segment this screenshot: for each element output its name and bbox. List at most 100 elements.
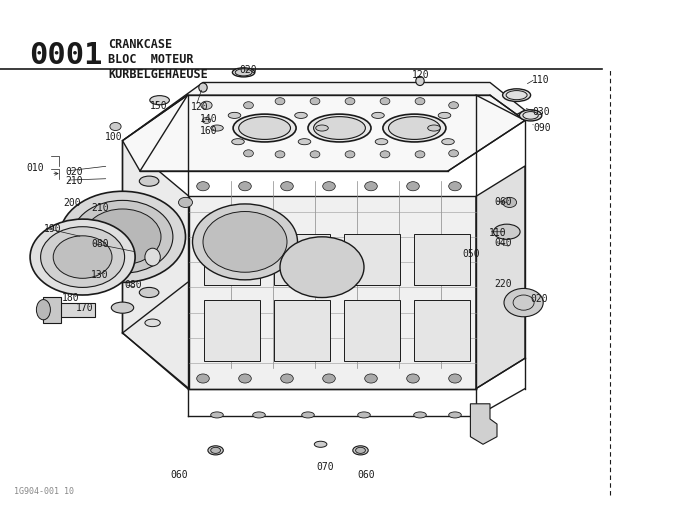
Circle shape xyxy=(449,103,458,110)
Ellipse shape xyxy=(308,115,371,143)
Text: 080: 080 xyxy=(91,238,108,248)
Circle shape xyxy=(345,98,355,106)
Text: 050: 050 xyxy=(462,248,480,259)
Text: 110: 110 xyxy=(532,75,550,85)
Circle shape xyxy=(193,205,298,280)
Polygon shape xyxy=(470,404,497,444)
Bar xyxy=(43,297,61,323)
Circle shape xyxy=(197,374,209,383)
Ellipse shape xyxy=(372,113,384,119)
Text: 020: 020 xyxy=(531,293,548,303)
Circle shape xyxy=(281,182,293,191)
Ellipse shape xyxy=(519,111,542,122)
Circle shape xyxy=(280,237,364,298)
Text: BLOC  MOTEUR: BLOC MOTEUR xyxy=(108,53,194,66)
Bar xyxy=(344,235,400,285)
Circle shape xyxy=(244,150,253,158)
Ellipse shape xyxy=(316,126,328,132)
Bar xyxy=(414,300,470,361)
Ellipse shape xyxy=(150,96,169,106)
Circle shape xyxy=(365,374,377,383)
Ellipse shape xyxy=(211,447,220,453)
Ellipse shape xyxy=(232,69,255,78)
Circle shape xyxy=(275,98,285,106)
Circle shape xyxy=(504,289,543,317)
Ellipse shape xyxy=(302,412,314,418)
Polygon shape xyxy=(476,167,525,389)
Ellipse shape xyxy=(295,113,307,119)
Text: 220: 220 xyxy=(494,279,512,289)
Ellipse shape xyxy=(353,446,368,455)
Text: 210: 210 xyxy=(91,203,108,213)
Ellipse shape xyxy=(358,412,370,418)
Circle shape xyxy=(239,182,251,191)
Text: 020: 020 xyxy=(239,65,257,75)
Circle shape xyxy=(323,182,335,191)
Text: 090: 090 xyxy=(533,122,551,132)
Circle shape xyxy=(41,227,125,288)
Text: KURBELGEHAEUSE: KURBELGEHAEUSE xyxy=(108,68,209,81)
Ellipse shape xyxy=(239,117,290,140)
Circle shape xyxy=(239,374,251,383)
Circle shape xyxy=(84,210,161,265)
Circle shape xyxy=(244,103,253,110)
Ellipse shape xyxy=(199,84,207,93)
Circle shape xyxy=(275,152,285,159)
Ellipse shape xyxy=(145,320,160,327)
Circle shape xyxy=(449,182,461,191)
Text: 210: 210 xyxy=(66,176,83,186)
Text: 100: 100 xyxy=(105,131,122,141)
Circle shape xyxy=(53,236,112,279)
Text: 140: 140 xyxy=(200,114,218,124)
Ellipse shape xyxy=(503,90,531,102)
Ellipse shape xyxy=(208,446,223,455)
Circle shape xyxy=(407,182,419,191)
Text: CRANKCASE: CRANKCASE xyxy=(108,38,173,51)
Ellipse shape xyxy=(36,300,50,320)
Text: 160: 160 xyxy=(200,125,218,135)
Ellipse shape xyxy=(494,225,520,240)
Circle shape xyxy=(380,98,390,106)
Circle shape xyxy=(178,198,192,208)
Text: 110: 110 xyxy=(489,227,506,237)
Ellipse shape xyxy=(145,249,160,267)
Text: 0001: 0001 xyxy=(29,41,103,70)
Bar xyxy=(204,300,260,361)
Ellipse shape xyxy=(314,117,365,140)
Circle shape xyxy=(323,374,335,383)
Ellipse shape xyxy=(383,115,446,143)
Text: 060: 060 xyxy=(494,197,512,207)
Polygon shape xyxy=(189,197,476,389)
Bar xyxy=(344,300,400,361)
Ellipse shape xyxy=(416,77,424,86)
Text: 120: 120 xyxy=(190,102,208,112)
Circle shape xyxy=(380,152,390,159)
Circle shape xyxy=(30,220,135,295)
Ellipse shape xyxy=(211,126,223,132)
Ellipse shape xyxy=(298,139,311,145)
Ellipse shape xyxy=(414,412,426,418)
Text: 130: 130 xyxy=(91,270,108,280)
Bar xyxy=(274,235,330,285)
Ellipse shape xyxy=(449,412,461,418)
Text: 030: 030 xyxy=(532,107,550,117)
Ellipse shape xyxy=(139,288,159,298)
Bar xyxy=(414,235,470,285)
Circle shape xyxy=(407,374,419,383)
Bar xyxy=(56,303,94,317)
Ellipse shape xyxy=(428,126,440,132)
Ellipse shape xyxy=(442,139,454,145)
Ellipse shape xyxy=(235,70,252,77)
Text: 120: 120 xyxy=(412,70,429,80)
Circle shape xyxy=(201,102,212,110)
Text: 1G904-001 10: 1G904-001 10 xyxy=(14,486,74,495)
Ellipse shape xyxy=(438,113,451,119)
Circle shape xyxy=(60,192,186,283)
Circle shape xyxy=(415,152,425,159)
Ellipse shape xyxy=(375,139,388,145)
Ellipse shape xyxy=(253,412,265,418)
Circle shape xyxy=(202,118,211,124)
Circle shape xyxy=(449,150,458,158)
Bar xyxy=(204,235,260,285)
Circle shape xyxy=(310,98,320,106)
